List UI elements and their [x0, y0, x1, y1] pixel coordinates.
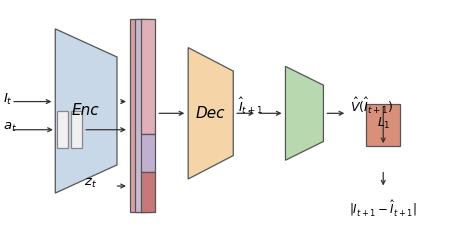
Polygon shape [55, 29, 117, 193]
Bar [71, 111, 82, 148]
Bar [141, 172, 156, 212]
Text: $\hat{I}_{t+1}$: $\hat{I}_{t+1}$ [238, 96, 263, 116]
Text: $I_t$: $I_t$ [3, 92, 13, 107]
Text: $L_1$: $L_1$ [377, 116, 391, 131]
Bar [130, 19, 144, 212]
Bar [366, 104, 400, 146]
Text: Dec: Dec [196, 106, 225, 121]
Text: $z_t$: $z_t$ [84, 177, 97, 190]
Text: $|I_{t+1} - \hat{I}_{t+1}|$: $|I_{t+1} - \hat{I}_{t+1}|$ [349, 198, 417, 218]
Text: $a_t$: $a_t$ [3, 121, 17, 134]
Bar [141, 19, 156, 135]
Text: Enc: Enc [71, 103, 99, 118]
Bar [141, 135, 156, 172]
Bar [57, 111, 68, 148]
Polygon shape [188, 48, 233, 179]
Bar [136, 19, 150, 212]
Polygon shape [286, 66, 323, 160]
Text: $\hat{V}(\hat{I}_{t+1})$: $\hat{V}(\hat{I}_{t+1})$ [349, 96, 393, 116]
